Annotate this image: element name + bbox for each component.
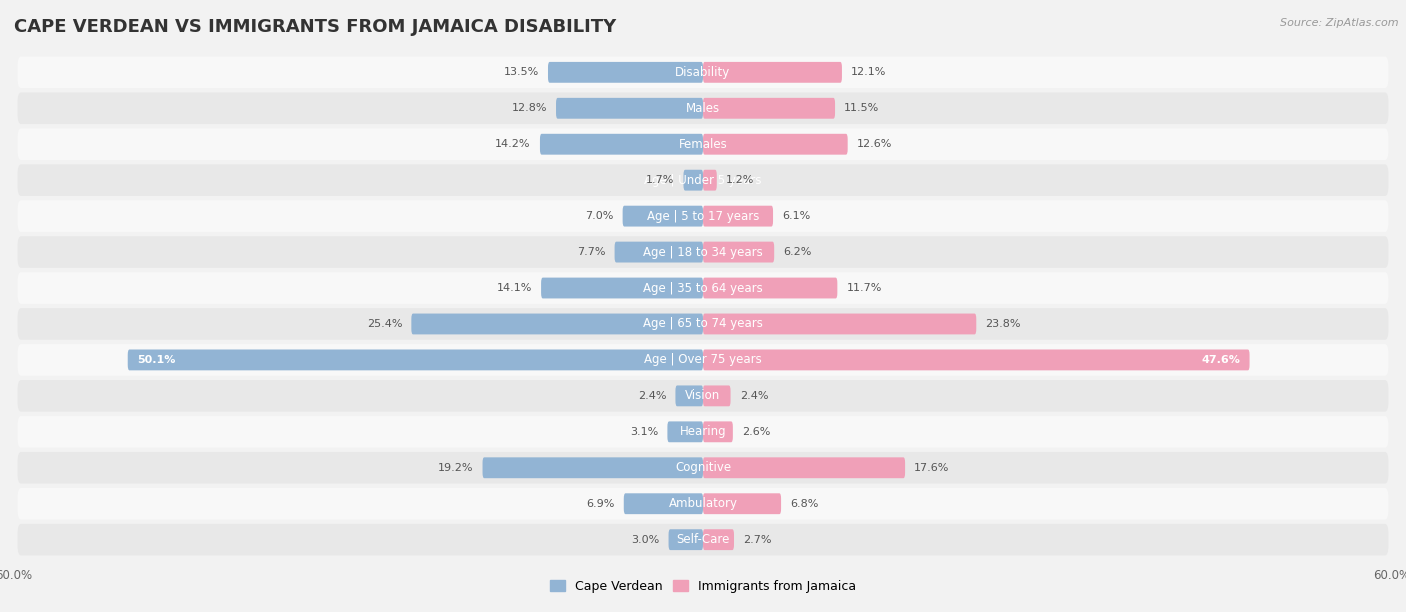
- Text: Vision: Vision: [685, 389, 721, 402]
- Text: 6.1%: 6.1%: [782, 211, 810, 221]
- FancyBboxPatch shape: [17, 92, 1389, 124]
- FancyBboxPatch shape: [17, 488, 1389, 520]
- Text: 3.0%: 3.0%: [631, 535, 659, 545]
- Text: 7.7%: 7.7%: [576, 247, 606, 257]
- FancyBboxPatch shape: [17, 344, 1389, 376]
- FancyBboxPatch shape: [17, 380, 1389, 412]
- Text: 19.2%: 19.2%: [437, 463, 474, 473]
- Text: CAPE VERDEAN VS IMMIGRANTS FROM JAMAICA DISABILITY: CAPE VERDEAN VS IMMIGRANTS FROM JAMAICA …: [14, 18, 616, 36]
- Text: 14.1%: 14.1%: [496, 283, 531, 293]
- FancyBboxPatch shape: [669, 529, 703, 550]
- FancyBboxPatch shape: [703, 313, 976, 334]
- Text: Age | 35 to 64 years: Age | 35 to 64 years: [643, 282, 763, 294]
- Text: 23.8%: 23.8%: [986, 319, 1021, 329]
- FancyBboxPatch shape: [624, 493, 703, 514]
- FancyBboxPatch shape: [412, 313, 703, 334]
- FancyBboxPatch shape: [17, 200, 1389, 232]
- FancyBboxPatch shape: [703, 349, 1250, 370]
- Text: 14.2%: 14.2%: [495, 139, 531, 149]
- Text: Source: ZipAtlas.com: Source: ZipAtlas.com: [1281, 18, 1399, 28]
- FancyBboxPatch shape: [703, 493, 782, 514]
- FancyBboxPatch shape: [683, 170, 703, 190]
- Text: 12.6%: 12.6%: [856, 139, 893, 149]
- FancyBboxPatch shape: [668, 422, 703, 442]
- Text: 11.5%: 11.5%: [844, 103, 880, 113]
- FancyBboxPatch shape: [703, 386, 731, 406]
- Text: Age | 18 to 34 years: Age | 18 to 34 years: [643, 245, 763, 259]
- Text: Males: Males: [686, 102, 720, 115]
- Text: 6.8%: 6.8%: [790, 499, 818, 509]
- Text: 12.8%: 12.8%: [512, 103, 547, 113]
- Text: Self-Care: Self-Care: [676, 533, 730, 546]
- FancyBboxPatch shape: [17, 308, 1389, 340]
- Text: Ambulatory: Ambulatory: [668, 497, 738, 510]
- FancyBboxPatch shape: [17, 165, 1389, 196]
- Text: 13.5%: 13.5%: [503, 67, 538, 77]
- FancyBboxPatch shape: [540, 134, 703, 155]
- Text: 6.9%: 6.9%: [586, 499, 614, 509]
- FancyBboxPatch shape: [17, 129, 1389, 160]
- FancyBboxPatch shape: [17, 272, 1389, 304]
- Text: 1.2%: 1.2%: [725, 175, 755, 185]
- FancyBboxPatch shape: [555, 98, 703, 119]
- Text: 47.6%: 47.6%: [1202, 355, 1240, 365]
- Text: 7.0%: 7.0%: [585, 211, 613, 221]
- FancyBboxPatch shape: [17, 236, 1389, 268]
- Text: Age | 5 to 17 years: Age | 5 to 17 years: [647, 210, 759, 223]
- FancyBboxPatch shape: [541, 278, 703, 299]
- Text: Age | Over 75 years: Age | Over 75 years: [644, 353, 762, 367]
- Legend: Cape Verdean, Immigrants from Jamaica: Cape Verdean, Immigrants from Jamaica: [546, 575, 860, 598]
- FancyBboxPatch shape: [17, 416, 1389, 447]
- FancyBboxPatch shape: [703, 529, 734, 550]
- FancyBboxPatch shape: [17, 56, 1389, 88]
- FancyBboxPatch shape: [703, 278, 838, 299]
- FancyBboxPatch shape: [703, 170, 717, 190]
- FancyBboxPatch shape: [128, 349, 703, 370]
- Text: 11.7%: 11.7%: [846, 283, 882, 293]
- Text: Females: Females: [679, 138, 727, 151]
- Text: 1.7%: 1.7%: [645, 175, 675, 185]
- Text: 2.4%: 2.4%: [740, 391, 768, 401]
- FancyBboxPatch shape: [703, 134, 848, 155]
- FancyBboxPatch shape: [17, 452, 1389, 483]
- Text: Age | 65 to 74 years: Age | 65 to 74 years: [643, 318, 763, 330]
- Text: Hearing: Hearing: [679, 425, 727, 438]
- FancyBboxPatch shape: [703, 242, 775, 263]
- Text: 2.7%: 2.7%: [744, 535, 772, 545]
- FancyBboxPatch shape: [703, 206, 773, 226]
- Text: 2.4%: 2.4%: [638, 391, 666, 401]
- FancyBboxPatch shape: [675, 386, 703, 406]
- FancyBboxPatch shape: [703, 62, 842, 83]
- FancyBboxPatch shape: [703, 98, 835, 119]
- Text: Disability: Disability: [675, 66, 731, 79]
- Text: Age | Under 5 years: Age | Under 5 years: [644, 174, 762, 187]
- FancyBboxPatch shape: [703, 422, 733, 442]
- Text: 12.1%: 12.1%: [851, 67, 887, 77]
- Text: Cognitive: Cognitive: [675, 461, 731, 474]
- Text: 25.4%: 25.4%: [367, 319, 402, 329]
- FancyBboxPatch shape: [548, 62, 703, 83]
- FancyBboxPatch shape: [482, 457, 703, 478]
- Text: 2.6%: 2.6%: [742, 427, 770, 437]
- Text: 6.2%: 6.2%: [783, 247, 811, 257]
- FancyBboxPatch shape: [703, 457, 905, 478]
- Text: 50.1%: 50.1%: [136, 355, 176, 365]
- FancyBboxPatch shape: [623, 206, 703, 226]
- Text: 17.6%: 17.6%: [914, 463, 949, 473]
- Text: 3.1%: 3.1%: [630, 427, 658, 437]
- FancyBboxPatch shape: [17, 524, 1389, 556]
- FancyBboxPatch shape: [614, 242, 703, 263]
